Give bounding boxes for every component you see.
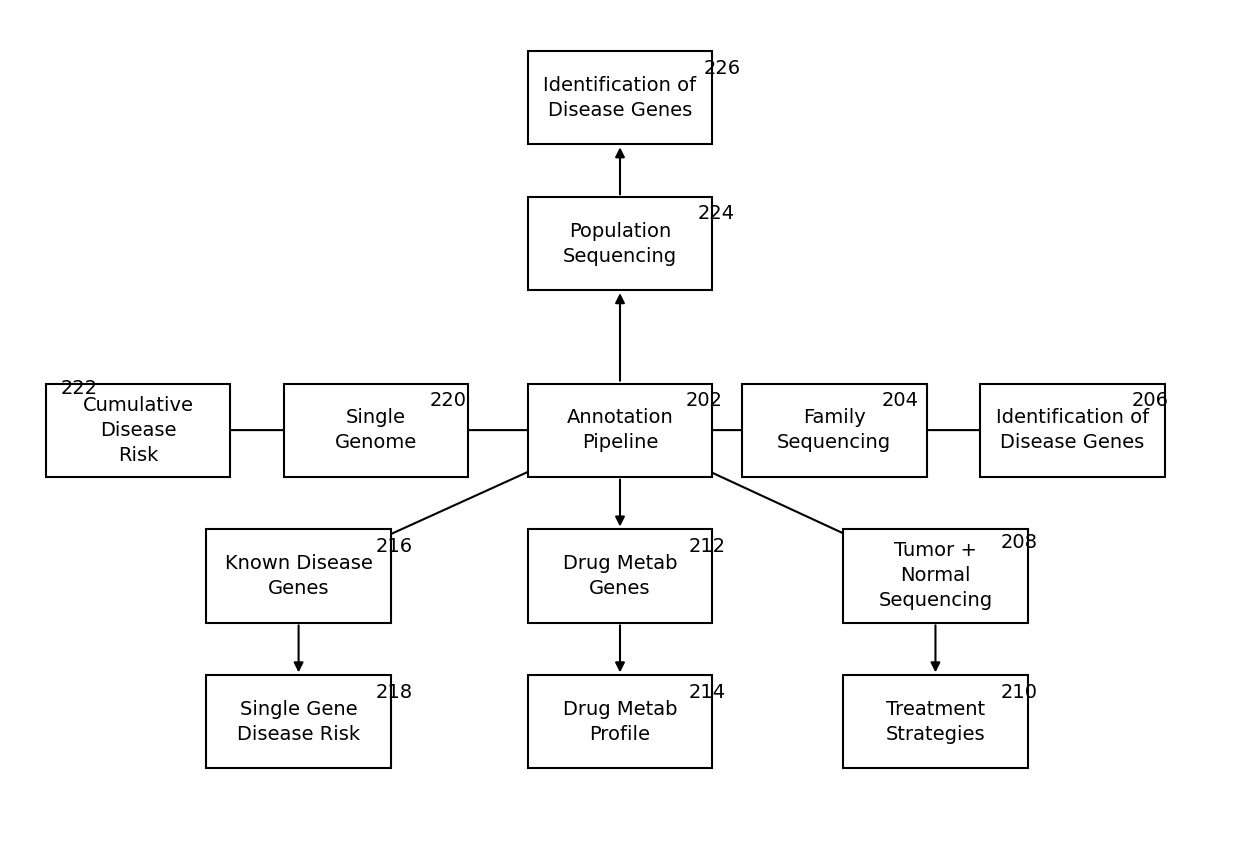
Text: Drug Metab
Genes: Drug Metab Genes bbox=[563, 554, 677, 598]
Text: 218: 218 bbox=[376, 683, 413, 701]
Text: 210: 210 bbox=[1001, 683, 1038, 701]
Text: Single Gene
Disease Risk: Single Gene Disease Risk bbox=[237, 700, 360, 744]
Text: 206: 206 bbox=[1132, 391, 1169, 410]
Text: 222: 222 bbox=[61, 379, 98, 398]
Bar bbox=[528, 197, 712, 290]
Text: Drug Metab
Profile: Drug Metab Profile bbox=[563, 700, 677, 744]
Bar bbox=[528, 383, 712, 477]
Text: 202: 202 bbox=[686, 391, 723, 410]
Text: 220: 220 bbox=[429, 391, 466, 410]
Bar bbox=[980, 383, 1164, 477]
Text: 208: 208 bbox=[1001, 533, 1038, 552]
Bar bbox=[284, 383, 469, 477]
Bar bbox=[206, 529, 391, 623]
Text: 224: 224 bbox=[697, 204, 734, 224]
Text: Single
Genome: Single Genome bbox=[335, 408, 417, 452]
Text: Identification of
Disease Genes: Identification of Disease Genes bbox=[996, 408, 1149, 452]
Bar bbox=[843, 529, 1028, 623]
Text: Family
Sequencing: Family Sequencing bbox=[777, 408, 892, 452]
Text: Identification of
Disease Genes: Identification of Disease Genes bbox=[543, 76, 697, 120]
Text: 212: 212 bbox=[689, 537, 727, 555]
Bar bbox=[528, 675, 712, 768]
Bar bbox=[528, 529, 712, 623]
Text: Cumulative
Disease
Risk: Cumulative Disease Risk bbox=[82, 396, 193, 464]
Bar bbox=[742, 383, 926, 477]
Text: Annotation
Pipeline: Annotation Pipeline bbox=[567, 408, 673, 452]
Text: 204: 204 bbox=[882, 391, 919, 410]
Text: 214: 214 bbox=[689, 683, 727, 701]
Text: 216: 216 bbox=[376, 537, 413, 555]
Text: Tumor +
Normal
Sequencing: Tumor + Normal Sequencing bbox=[878, 542, 992, 610]
Text: Known Disease
Genes: Known Disease Genes bbox=[224, 554, 372, 598]
Bar bbox=[46, 383, 231, 477]
Text: 226: 226 bbox=[703, 58, 740, 78]
Bar bbox=[528, 51, 712, 144]
Text: Treatment
Strategies: Treatment Strategies bbox=[885, 700, 986, 744]
Text: Population
Sequencing: Population Sequencing bbox=[563, 222, 677, 266]
Bar bbox=[206, 675, 391, 768]
Bar bbox=[843, 675, 1028, 768]
